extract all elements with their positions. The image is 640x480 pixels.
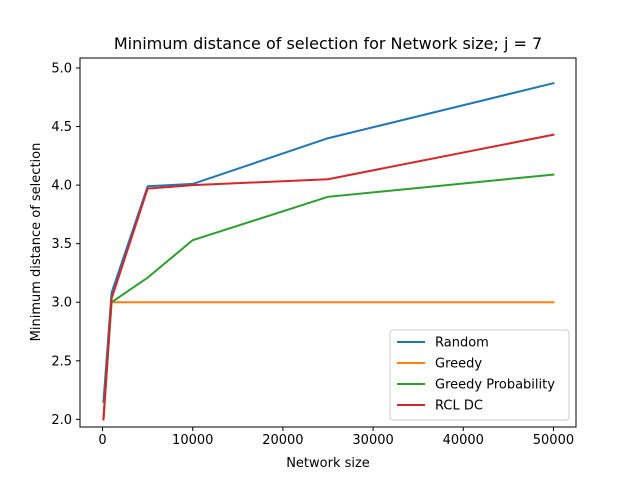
y-axis-label: Minimum distance of selection: [29, 143, 44, 342]
legend-label-rcl-dc: RCL DC: [435, 399, 483, 414]
plot-area-frame: [79, 57, 577, 428]
y-tick-label-4-0: 4.0: [51, 179, 72, 194]
x-tick-label-40000: 40000: [443, 433, 484, 448]
y-tick-label-3-5: 3.5: [51, 237, 72, 252]
x-tick-label-30000: 30000: [352, 433, 393, 448]
x-tick-label-0: 0: [98, 433, 106, 448]
x-tick-label-10000: 10000: [172, 433, 213, 448]
y-tick-label-2-5: 2.5: [51, 354, 72, 369]
x-tick-label-20000: 20000: [262, 433, 303, 448]
plot-lines: [102, 81, 555, 421]
chart-title: Minimum distance of selection for Networ…: [114, 34, 542, 53]
y-tick-label-4-5: 4.5: [51, 120, 72, 135]
x-axis: 0 10000 20000 30000 40000 50000: [98, 427, 574, 448]
x-tick-label-50000: 50000: [533, 433, 574, 448]
y-axis: 2.0 2.5 3.0 3.5 4.0 4.5 5.0: [51, 61, 80, 428]
y-tick-label-2-0: 2.0: [51, 413, 72, 428]
x-axis-label: Network size: [286, 456, 370, 471]
y-tick-label-5-0: 5.0: [51, 61, 72, 76]
legend-box: [389, 329, 570, 421]
series-line-rcl-dc: [102, 133, 555, 421]
legend-label-random: Random: [435, 336, 489, 351]
y-tick-label-3-0: 3.0: [51, 296, 72, 311]
legend: Random Greedy Greedy Probability RCL DC: [389, 329, 570, 421]
legend-label-greedy-probability: Greedy Probability: [435, 378, 555, 393]
legend-label-greedy: Greedy: [435, 357, 482, 372]
